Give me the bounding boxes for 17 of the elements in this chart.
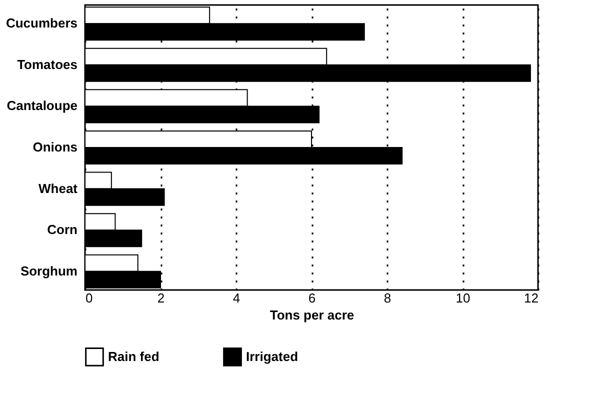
x-tick-label: 6	[308, 290, 316, 306]
y-tick-label: Cantaloupe	[6, 98, 78, 114]
legend-label: Rain fed	[108, 348, 160, 364]
x-tick-label: 12	[524, 290, 538, 306]
x-tick-label: 0	[86, 290, 93, 306]
y-tick-label: Sorghum	[20, 263, 78, 278]
x-tick-label: 8	[384, 290, 392, 306]
y-tick-label: Cucumbers	[6, 16, 78, 31]
y-tick-label: Onions	[32, 140, 78, 154]
x-tick-label: 4	[232, 290, 240, 306]
legend-label: Irrigated	[246, 348, 298, 364]
y-tick-label: Tomatoes	[17, 56, 78, 72]
y-tick-label: Wheat	[38, 180, 78, 196]
y-tick-label: Corn	[47, 222, 78, 238]
x-axis-title: Tons per acre	[270, 308, 354, 322]
x-tick-label: 2	[157, 290, 165, 306]
x-tick-label: 10	[456, 290, 470, 306]
